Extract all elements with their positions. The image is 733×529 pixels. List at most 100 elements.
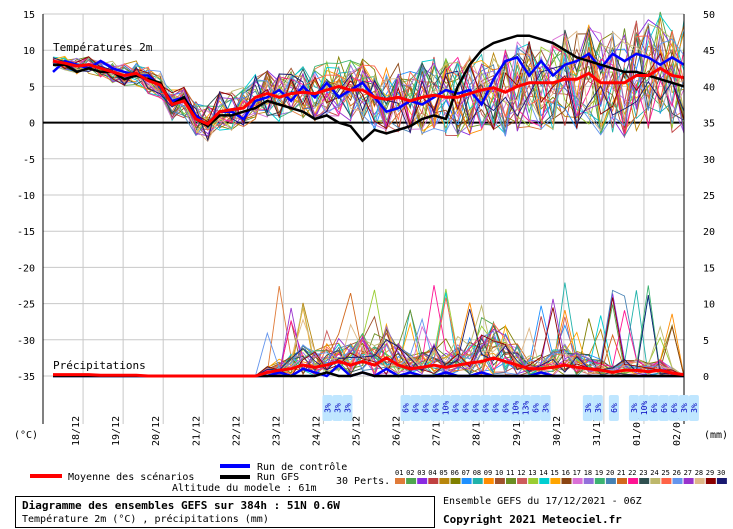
pert-legend-id: 13 [528, 469, 536, 477]
snow-probability-label: 6% [462, 403, 471, 413]
snow-probability-label: 13% [522, 401, 531, 416]
pert-legend-id: 11 [506, 469, 514, 477]
pert-legend-id: 16 [562, 469, 570, 477]
x-tick-label: 31/12 [592, 416, 603, 446]
snow-probability-marker: 3% [322, 395, 333, 421]
snow-probability-marker: 13% [520, 395, 531, 421]
snow-probability-label: 6% [412, 403, 421, 413]
right-y-tick-label: 0 [703, 372, 709, 383]
snow-probability-label: 6% [502, 403, 511, 413]
x-tick-label: 19/12 [111, 416, 122, 446]
pert-legend-swatch [661, 478, 672, 484]
snow-probability-marker: 6% [430, 395, 441, 421]
snow-probability-marker: 6% [500, 395, 511, 421]
x-tick-label: 22/12 [231, 416, 242, 446]
right-y-tick-label: 10 [703, 300, 715, 311]
footer-title: Diagramme des ensembles GEFS sur 384h : … [22, 499, 340, 512]
pert-legend-swatch [617, 478, 627, 484]
pert-legend-swatch [705, 478, 716, 484]
pert-legend-swatch [561, 478, 572, 484]
snow-probability-marker: 6% [460, 395, 471, 421]
pert-legend-swatch [650, 478, 661, 484]
pert-legend-swatch [672, 478, 683, 484]
x-tick-label: 01/01 [632, 416, 643, 446]
left-y-tick-label: -15 [17, 227, 35, 238]
x-tick-label: 21/12 [191, 416, 202, 446]
pert-26-temperature-line [52, 38, 685, 137]
footer-subtitle: Température 2m (°C) , précipitations (mm… [22, 514, 269, 525]
pert-legend-id: 08 [473, 469, 481, 477]
snow-probability-label: 6% [650, 403, 659, 413]
pert-legend-id: 06 [451, 469, 459, 477]
pert-legend-swatch [639, 478, 650, 484]
pert-legend-swatch [494, 478, 505, 484]
x-tick-label: 02/01 [672, 416, 683, 446]
pert-legend-id: 22 [628, 469, 636, 477]
snow-probability-marker: 6% [420, 395, 431, 421]
right-y-tick-label: 30 [703, 155, 715, 166]
left-y-tick-label: -10 [17, 191, 35, 202]
snow-probability-marker: 6% [530, 395, 541, 421]
snow-probability-label: 10% [442, 401, 451, 416]
left-y-tick-label: 0 [29, 119, 35, 130]
snow-probability-marker: 3% [688, 395, 699, 421]
right-y-tick-label: 50 [703, 10, 715, 21]
copyright: Copyright 2021 Meteociel.fr [443, 513, 622, 526]
pert-legend-swatch [461, 478, 472, 484]
pert-legend-id: 15 [550, 469, 558, 477]
x-tick-label: 20/12 [151, 416, 162, 446]
pert-legend-id: 05 [439, 469, 447, 477]
x-tick-label: 24/12 [311, 416, 322, 446]
pert-legend-swatch [506, 478, 516, 484]
snow-probability-label: 6% [472, 403, 481, 413]
snow-probability-label: 6% [610, 403, 619, 413]
left-y-tick-label: 5 [29, 82, 35, 93]
snow-probability-marker: 10% [440, 395, 451, 421]
pert-23-temperature-line [52, 27, 685, 134]
pert-legend-id: 14 [539, 469, 547, 477]
left-y-tick-label: 10 [23, 46, 35, 57]
main-series [52, 34, 685, 378]
snow-probability-marker: 3% [332, 395, 343, 421]
pert-legend-id: 23 [639, 469, 647, 477]
left-y-tick-label: -5 [23, 155, 35, 166]
pert-legend-id: 03 [417, 469, 425, 477]
snow-probability-label: 6% [432, 403, 441, 413]
snow-probability-marker: 6% [470, 395, 481, 421]
pert-legend-swatch [528, 478, 539, 484]
pert-legend-swatch [517, 478, 528, 484]
snow-probability-marker: 6% [410, 395, 421, 421]
snow-probability-marker: 3% [628, 395, 639, 421]
snow-probability-marker: 6% [490, 395, 501, 421]
snow-probability-marker: 6% [608, 395, 619, 421]
pert-legend-id: 01 [395, 469, 403, 477]
pert-legend-swatch [594, 478, 605, 484]
snow-probability-label: 6% [492, 403, 501, 413]
footer-box: Diagramme des ensembles GEFS sur 384h : … [15, 496, 435, 528]
snow-probability-marker: 6% [658, 395, 669, 421]
snow-probability-marker: 6% [668, 395, 679, 421]
right-y-tick-label: 5 [703, 336, 709, 347]
precipitation-panel-label: Précipitations [53, 359, 146, 372]
snow-probability-label: 3% [343, 403, 352, 413]
pert-legend-swatch [683, 478, 694, 484]
pert-legend-id: 20 [606, 469, 614, 477]
pert-legend-id: 12 [517, 469, 525, 477]
pert-legend-id: 07 [462, 469, 470, 477]
snow-probability-label: 6% [670, 403, 679, 413]
snow-probability-marker: 3% [678, 395, 689, 421]
snow-probability-marker: 3% [342, 395, 353, 421]
pert-legend-id: 02 [406, 469, 414, 477]
moyenne-des-sc-narios-temperature-line [52, 59, 685, 126]
pert-legend-swatch [439, 478, 450, 484]
right-y-tick-label: 20 [703, 227, 715, 238]
left-y-tick-label: -35 [17, 372, 35, 383]
snow-probability-label: 6% [402, 403, 411, 413]
x-tick-label: 30/12 [552, 416, 563, 446]
moyenne-des-sc-narios-precipitation-line [53, 356, 685, 378]
snow-probability-label: 3% [333, 403, 342, 413]
model-altitude: Altitude du modele : 61m [172, 483, 317, 494]
right-y-tick-label: 40 [703, 82, 715, 93]
right-y-tick-label: 35 [703, 119, 715, 130]
